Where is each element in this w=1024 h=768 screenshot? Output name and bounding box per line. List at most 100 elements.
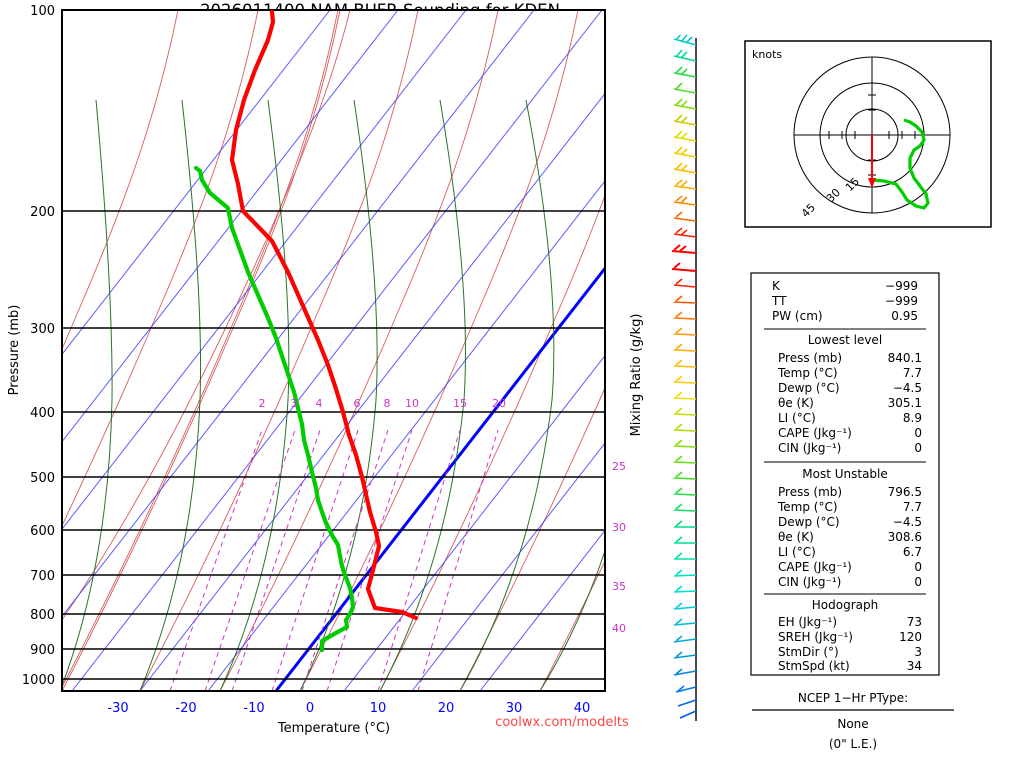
credit-text[interactable]: coolwx.com/modelts bbox=[495, 715, 629, 730]
svg-text:8.9: 8.9 bbox=[903, 411, 922, 425]
plot-frame bbox=[61, 9, 606, 692]
wind-barbs bbox=[671, 35, 697, 719]
svg-text:20: 20 bbox=[492, 397, 506, 410]
isobars bbox=[62, 9, 605, 680]
svg-text:0: 0 bbox=[914, 560, 922, 574]
dewpoint-trace bbox=[193, 165, 356, 653]
hodograph-stats-title: Hodograph bbox=[812, 598, 878, 612]
mixing-ratio-axis-ticks: 25 30 35 40 bbox=[612, 460, 626, 635]
lowest-level-rows: Press (mb) 840.1 Temp (°C) 7.7 Dewp (°C) −4… bbox=[777, 351, 922, 455]
svg-text:120: 120 bbox=[899, 630, 922, 644]
hodograph-panel[interactable]: knots 15 30 45 bbox=[744, 40, 992, 228]
svg-text:305.1: 305.1 bbox=[888, 396, 922, 410]
svg-text:200: 200 bbox=[30, 205, 55, 220]
svg-text:-10: -10 bbox=[243, 701, 264, 716]
svg-text:StmDir (°): StmDir (°) bbox=[778, 645, 839, 659]
svg-text:30: 30 bbox=[612, 521, 626, 534]
svg-text:0: 0 bbox=[914, 426, 922, 440]
svg-text:10: 10 bbox=[370, 701, 387, 716]
svg-text:7.7: 7.7 bbox=[903, 366, 922, 380]
svg-text:300: 300 bbox=[30, 322, 55, 337]
svg-text:35: 35 bbox=[612, 580, 626, 593]
svg-text:0.95: 0.95 bbox=[891, 309, 918, 323]
svg-text:−999: −999 bbox=[885, 279, 918, 293]
svg-text:1000: 1000 bbox=[22, 673, 55, 688]
svg-text:StmSpd (kt): StmSpd (kt) bbox=[778, 659, 850, 673]
svg-text:840.1: 840.1 bbox=[888, 351, 922, 365]
skewt-diagram[interactable]: 100 200 300 400 500 600 700 800 900 1000… bbox=[0, 0, 660, 738]
ptype-title: NCEP 1−Hr PType: bbox=[798, 691, 908, 705]
svg-text:0: 0 bbox=[914, 575, 922, 589]
svg-text:25: 25 bbox=[612, 460, 626, 473]
ptype-value: None bbox=[837, 717, 868, 731]
y-axis-title: Pressure (mb) bbox=[7, 305, 22, 396]
wind-barb-column bbox=[660, 35, 740, 725]
svg-text:−4.5: −4.5 bbox=[893, 515, 922, 529]
mixing-ratio-value-labels: 2 3 4 6 8 10 15 20 bbox=[259, 397, 507, 410]
svg-text:600: 600 bbox=[30, 524, 55, 539]
svg-text:CAPE (Jkg⁻¹): CAPE (Jkg⁻¹) bbox=[778, 426, 852, 440]
temperature-tick-labels: -30 -20 -10 0 10 20 30 40 bbox=[107, 701, 590, 716]
svg-text:θe (K): θe (K) bbox=[778, 530, 814, 544]
svg-text:6.7: 6.7 bbox=[903, 545, 922, 559]
svg-text:K: K bbox=[772, 279, 781, 293]
svg-text:SREH (Jkg⁻¹): SREH (Jkg⁻¹) bbox=[778, 630, 853, 644]
svg-text:4: 4 bbox=[316, 397, 323, 410]
svg-text:100: 100 bbox=[30, 4, 55, 19]
sounding-indices-panel: K −999 TT −999 PW (cm) 0.95 Lowest level Pr… bbox=[750, 272, 940, 676]
svg-text:2: 2 bbox=[259, 397, 266, 410]
svg-text:CIN (Jkg⁻¹): CIN (Jkg⁻¹) bbox=[778, 575, 841, 589]
svg-text:6: 6 bbox=[354, 397, 361, 410]
indices-basic-rows: K −999 TT −999 PW (cm) 0.95 bbox=[771, 279, 918, 323]
svg-text:15: 15 bbox=[453, 397, 467, 410]
svg-text:Temp (°C): Temp (°C) bbox=[777, 500, 838, 514]
hodograph-trace bbox=[871, 118, 930, 210]
svg-text:-30: -30 bbox=[107, 701, 128, 716]
svg-text:0: 0 bbox=[306, 701, 314, 716]
storm-motion-vector bbox=[868, 135, 876, 188]
svg-text:73: 73 bbox=[907, 615, 922, 629]
lowest-level-title: Lowest level bbox=[808, 333, 882, 347]
ptype-note: (0" L.E.) bbox=[829, 737, 877, 751]
svg-text:700: 700 bbox=[30, 569, 55, 584]
svg-text:34: 34 bbox=[907, 659, 922, 673]
svg-text:796.5: 796.5 bbox=[888, 485, 922, 499]
svg-text:Press (mb): Press (mb) bbox=[778, 351, 842, 365]
svg-text:EH (Jkg⁻¹): EH (Jkg⁻¹) bbox=[778, 615, 837, 629]
indices-frame bbox=[750, 272, 940, 676]
hodograph-units-label: knots bbox=[752, 48, 782, 61]
most-unstable-rows: Press (mb) 796.5 Temp (°C) 7.7 Dewp (°C) −4… bbox=[777, 485, 922, 589]
svg-text:PW (cm): PW (cm) bbox=[772, 309, 823, 323]
svg-text:500: 500 bbox=[30, 471, 55, 486]
x-axis-title: Temperature (°C) bbox=[277, 721, 390, 736]
svg-text:3: 3 bbox=[914, 645, 922, 659]
svg-text:3: 3 bbox=[291, 397, 298, 410]
hodograph-stats-rows: EH (Jkg⁻¹) 73 SREH (Jkg⁻¹) 120 StmDir (°) 3… bbox=[778, 615, 922, 673]
mixing-ratio-axis-title: Mixing Ratio (g/kg) bbox=[629, 314, 644, 437]
svg-text:40: 40 bbox=[612, 622, 626, 635]
svg-text:TT: TT bbox=[771, 294, 787, 308]
svg-text:30: 30 bbox=[506, 701, 523, 716]
background-lines bbox=[62, 10, 605, 691]
temperature-trace bbox=[229, 9, 419, 621]
svg-text:Press (mb): Press (mb) bbox=[778, 485, 842, 499]
svg-text:θe (K): θe (K) bbox=[778, 396, 814, 410]
most-unstable-title: Most Unstable bbox=[802, 467, 888, 481]
svg-text:900: 900 bbox=[30, 643, 55, 658]
svg-text:40: 40 bbox=[574, 701, 591, 716]
svg-text:308.6: 308.6 bbox=[888, 530, 922, 544]
svg-text:0: 0 bbox=[914, 441, 922, 455]
svg-text:LI (°C): LI (°C) bbox=[778, 545, 816, 559]
svg-text:Temp (°C): Temp (°C) bbox=[777, 366, 838, 380]
svg-text:400: 400 bbox=[30, 406, 55, 421]
svg-text:LI (°C): LI (°C) bbox=[778, 411, 816, 425]
pressure-tick-labels: 100 200 300 400 500 600 700 800 900 1000 bbox=[22, 4, 55, 688]
ptype-panel: NCEP 1−Hr PType: None (0" L.E.) bbox=[738, 686, 968, 758]
svg-text:−4.5: −4.5 bbox=[893, 381, 922, 395]
svg-text:Dewp (°C): Dewp (°C) bbox=[778, 515, 840, 529]
dry-adiabats bbox=[62, 10, 605, 691]
hodograph-frame bbox=[744, 40, 992, 228]
svg-text:10: 10 bbox=[405, 397, 419, 410]
plot-background bbox=[62, 10, 605, 691]
svg-text:20: 20 bbox=[438, 701, 455, 716]
